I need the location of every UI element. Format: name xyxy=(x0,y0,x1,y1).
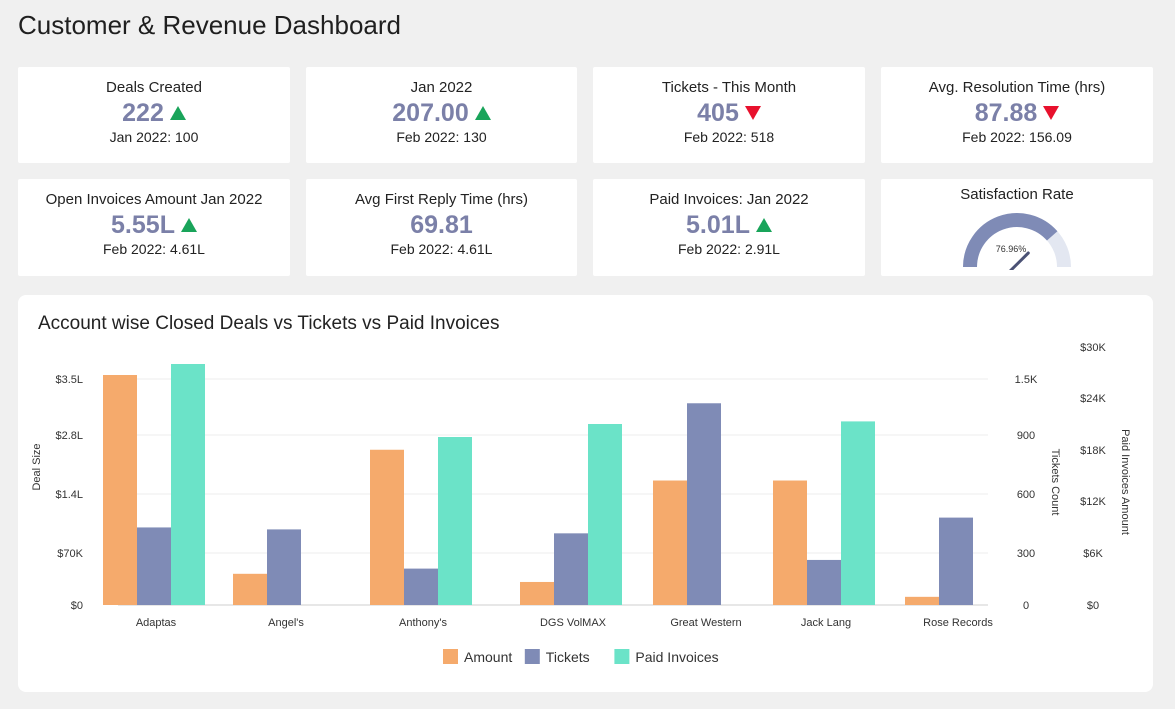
kpi-card-avg-first-reply-time[interactable]: Avg First Reply Time (hrs) 69.81 Feb 202… xyxy=(306,179,577,276)
bar-amount xyxy=(653,480,687,605)
kpi-card-avg-resolution-time[interactable]: Avg. Resolution Time (hrs) 87.88 Feb 202… xyxy=(881,67,1153,163)
kpi-card-satisfaction-rate[interactable]: Satisfaction Rate 76.96% xyxy=(881,179,1153,276)
y3-tick-label: $0 xyxy=(1087,600,1099,612)
kpi-label: Deals Created xyxy=(106,79,202,96)
kpi-label: Avg. Resolution Time (hrs) xyxy=(928,79,1106,96)
y-tick-label: $3.5L xyxy=(55,374,83,386)
kpi-label: Tickets - This Month xyxy=(661,79,797,96)
gauge-fill xyxy=(963,213,1058,268)
y2-tick-label: 0 xyxy=(1023,600,1029,612)
gauge-needle xyxy=(1009,251,1030,270)
kpi-label: Open Invoices Amount Jan 2022 xyxy=(45,191,263,208)
kpi-value: 405 xyxy=(593,98,865,128)
legend-label: Paid Invoices xyxy=(635,649,718,665)
y3-tick-label: $24K xyxy=(1080,393,1106,405)
bar-tickets xyxy=(939,517,973,605)
x-tick-label: Anthony's xyxy=(399,617,447,629)
trend-up-icon xyxy=(755,218,772,232)
legend-label: Tickets xyxy=(546,649,590,665)
bar-tickets xyxy=(267,529,301,605)
y3-tick-label: $12K xyxy=(1080,496,1106,508)
bar-amount xyxy=(103,375,137,605)
y-tick-label: $0 xyxy=(71,600,83,612)
kpi-card-deals-created[interactable]: Deals Created 222 Jan 2022: 100 xyxy=(18,67,290,163)
bar-paid-invoices xyxy=(171,364,205,605)
kpi-comparison: Jan 2022: 100 xyxy=(109,129,199,145)
kpi-card-paid-invoices[interactable]: Paid Invoices: Jan 2022 5.01L Feb 2022: … xyxy=(593,179,865,276)
bar-tickets xyxy=(807,559,841,605)
bar-amount xyxy=(520,581,554,605)
x-tick-label: Rose Records xyxy=(923,617,993,629)
kpi-card-open-invoices[interactable]: Open Invoices Amount Jan 2022 5.55L Feb … xyxy=(18,179,290,276)
bar-chart: $0 $70K $1.4L $2.8L $3.5L 0 300 600 900 1.5K $0 $6K… xyxy=(31,342,1131,665)
kpi-label: Avg First Reply Time (hrs) xyxy=(354,191,529,208)
y3-tick-label: $6K xyxy=(1083,548,1103,560)
bar-tickets xyxy=(137,527,171,605)
legend-swatch xyxy=(443,649,458,664)
bar-tickets xyxy=(687,403,721,605)
y2-tick-label: 900 xyxy=(1017,430,1035,442)
kpi-comparison: Feb 2022: 4.61L xyxy=(390,241,493,257)
bar-paid-invoices xyxy=(588,424,622,605)
x-tick-label: Great Western xyxy=(670,617,741,629)
x-tick-label: Adaptas xyxy=(136,617,177,629)
kpi-value: 69.81 xyxy=(410,211,473,239)
kpi-value: 207.00 xyxy=(306,98,577,128)
chart-card: Account wise Closed Deals vs Tickets vs … xyxy=(18,295,1153,692)
y3-tick-label: $18K xyxy=(1080,445,1106,457)
legend-swatch xyxy=(524,649,540,664)
y2-tick-label: 600 xyxy=(1017,489,1035,501)
y-axis-title: Deal Size xyxy=(31,443,43,490)
x-tick-label: Angel's xyxy=(268,617,304,629)
bar-amount xyxy=(370,449,404,605)
kpi-label: Paid Invoices: Jan 2022 xyxy=(649,191,809,208)
trend-up-icon xyxy=(169,106,186,120)
legend-swatch xyxy=(614,649,630,664)
bar-amount xyxy=(905,596,939,605)
y-tick-label: $2.8L xyxy=(55,430,83,442)
bar-amount xyxy=(233,573,267,605)
page-title: Customer & Revenue Dashboard xyxy=(18,10,401,40)
gauge-value-label: 76.96% xyxy=(996,244,1027,254)
trend-down-icon xyxy=(1043,106,1060,120)
kpi-value: 87.88 xyxy=(881,98,1153,128)
kpi-card-jan-2022[interactable]: Jan 2022 207.00 Feb 2022: 130 xyxy=(306,67,577,163)
kpi-comparison: Feb 2022: 156.09 xyxy=(962,129,1072,145)
x-tick-label: DGS VolMAX xyxy=(540,617,607,629)
satisfaction-gauge: 76.96% xyxy=(963,213,1071,270)
kpi-comparison: Feb 2022: 518 xyxy=(683,129,775,145)
y3-axis-title: Paid Invoices Amount xyxy=(1119,429,1131,535)
kpi-comparison: Feb 2022: 2.91L xyxy=(678,241,780,257)
kpi-value: 5.01L xyxy=(593,210,865,240)
kpi-card-tickets-this-month[interactable]: Tickets - This Month 405 Feb 2022: 518 xyxy=(593,67,865,163)
chart-title: Account wise Closed Deals vs Tickets vs … xyxy=(38,313,500,334)
y-tick-label: $70K xyxy=(57,548,83,560)
kpi-comparison: Feb 2022: 4.61L xyxy=(103,241,205,257)
gauge-label: Satisfaction Rate xyxy=(960,186,1074,203)
kpi-comparison: Feb 2022: 130 xyxy=(396,129,487,145)
bar-amount xyxy=(773,480,807,605)
kpi-value: 5.55L xyxy=(18,210,290,240)
bar-tickets xyxy=(404,568,438,605)
y2-axis-title: Tickets Count xyxy=(1049,449,1061,516)
trend-up-icon xyxy=(474,106,491,120)
y2-tick-label: 1.5K xyxy=(1015,374,1038,386)
kpi-label: Jan 2022 xyxy=(410,79,473,96)
y3-tick-label: $30K xyxy=(1080,342,1106,354)
legend-label: Amount xyxy=(464,649,512,665)
y-tick-label: $1.4L xyxy=(55,489,83,501)
trend-down-icon xyxy=(744,106,761,120)
y2-tick-label: 300 xyxy=(1017,548,1035,560)
bar-tickets xyxy=(554,533,588,605)
bar-paid-invoices xyxy=(438,437,472,605)
kpi-value: 222 xyxy=(18,98,290,128)
x-tick-label: Jack Lang xyxy=(801,617,851,629)
bar-paid-invoices xyxy=(841,421,875,605)
trend-up-icon xyxy=(180,218,197,232)
